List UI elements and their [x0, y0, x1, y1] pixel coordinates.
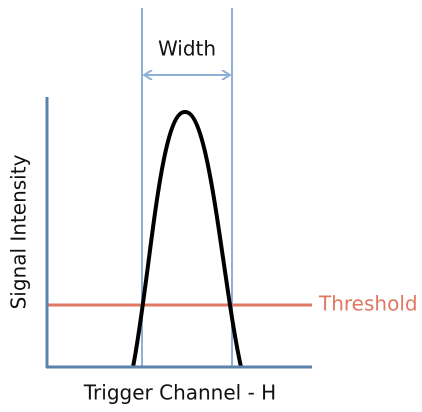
threshold-label: Threshold	[318, 292, 418, 316]
y-axis-label: Signal Intensity	[7, 154, 31, 309]
width-label: Width	[158, 37, 216, 61]
x-axis-label: Trigger Channel - H	[83, 381, 276, 405]
signal-peak	[131, 109, 243, 368]
